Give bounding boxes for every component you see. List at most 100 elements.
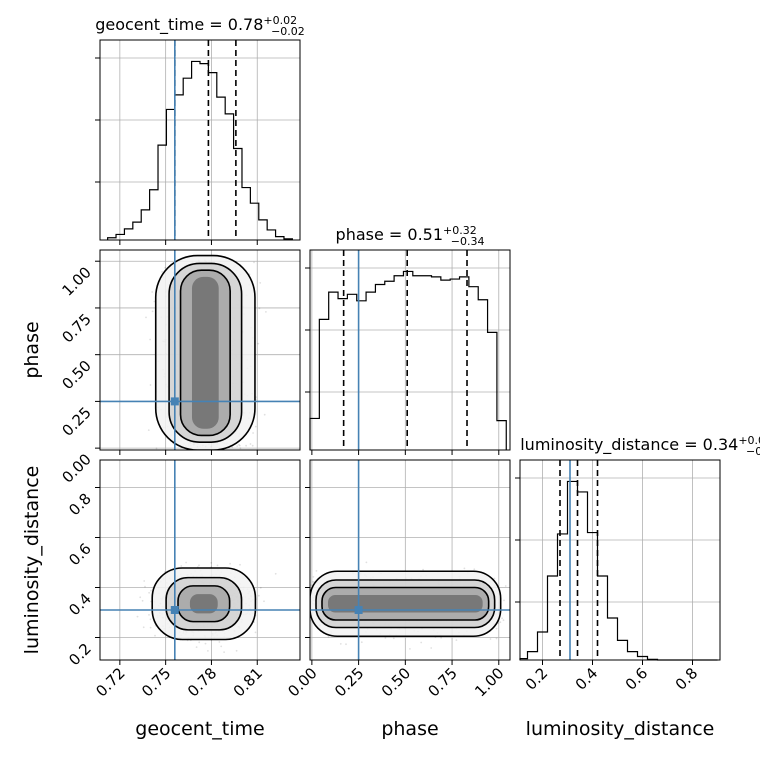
sample-point — [493, 577, 496, 580]
y-tick-label: 0.8 — [65, 490, 95, 520]
sample-point — [365, 561, 368, 564]
sample-point — [312, 581, 314, 583]
histogram-step — [107, 60, 293, 240]
x-tick-label: 0.8 — [672, 664, 702, 694]
sample-point — [236, 445, 239, 447]
sample-point — [161, 271, 163, 273]
y-axis-label-luminosity_distance: luminosity_distance — [21, 466, 43, 655]
sample-point — [489, 638, 492, 640]
sample-point — [501, 617, 503, 620]
y-tick-label: 0.6 — [65, 540, 95, 570]
y-tick-label: 0.4 — [65, 590, 95, 620]
sample-point — [142, 626, 145, 629]
sample-point — [440, 636, 442, 639]
truth-marker — [354, 606, 363, 614]
sample-point — [254, 425, 257, 428]
x-tick-label: 0.75 — [138, 664, 174, 700]
sample-point — [155, 447, 158, 450]
y-tick-label: 0.2 — [65, 640, 95, 670]
sample-point — [198, 564, 200, 567]
sample-point — [220, 645, 223, 648]
x-tick-label: 0.78 — [184, 664, 220, 700]
sample-point — [249, 443, 252, 445]
sample-point — [180, 565, 183, 567]
panel-frame — [99, 459, 301, 661]
sample-point — [308, 588, 310, 590]
x-tick-label: 0.6 — [622, 664, 652, 694]
sample-point — [455, 639, 458, 641]
y-tick-label: 0.75 — [58, 310, 94, 346]
sample-point — [257, 342, 260, 345]
truth-marker — [170, 397, 179, 406]
sample-point — [263, 600, 265, 603]
sample-point — [503, 599, 505, 602]
sample-point — [148, 614, 150, 616]
sample-point — [239, 563, 241, 566]
sample-point — [409, 648, 411, 650]
panel-frame — [309, 249, 511, 451]
sample-point — [258, 307, 261, 310]
x-tick-label: 0.4 — [572, 664, 602, 694]
sample-point — [315, 570, 318, 572]
histogram-panel-phase: phase = 0.51+0.32 −0.34 — [305, 224, 511, 455]
sample-point — [392, 637, 395, 640]
sample-point — [339, 643, 342, 645]
histogram-panel-geocent_time: geocent_time = 0.78+0.02 −0.02 — [95, 14, 305, 245]
sample-point — [154, 634, 156, 637]
sample-point — [223, 651, 225, 653]
sample-point — [327, 635, 330, 638]
joint-panel-phase-luminosity_distance: 0.00 0.25 0.50 0.75 1.00 — [284, 459, 511, 700]
sample-point — [164, 266, 166, 269]
x-tick-label: 0.00 — [284, 664, 320, 700]
density-contour — [189, 594, 218, 614]
sample-point — [360, 641, 363, 644]
sample-point — [253, 261, 255, 264]
sample-point — [149, 384, 152, 386]
sample-point — [257, 594, 260, 597]
joint-plot-area — [100, 460, 300, 660]
x-tick-label: 0.25 — [331, 664, 367, 700]
joint-panel-geocent_time-luminosity_distance: 0.72 0.75 0.78 0.81 0.2 0.4 0.6 0.8 — [65, 459, 301, 700]
y-tick-label: 0.50 — [58, 357, 94, 393]
joint-plot-area — [305, 460, 510, 660]
x-tick-label: 0.75 — [425, 664, 461, 700]
x-axis-label-geocent_time: geocent_time — [135, 718, 264, 740]
sample-point — [238, 444, 241, 447]
x-tick-label: 1.00 — [471, 664, 507, 700]
sample-point — [384, 637, 387, 639]
panel-frame — [519, 459, 721, 661]
y-tick-label: 1.00 — [58, 263, 94, 299]
sample-point — [312, 576, 315, 578]
sample-point — [195, 646, 198, 648]
sample-point — [495, 637, 498, 640]
joint-panel-geocent_time-phase: 0.000.250.500.751.00 — [58, 249, 301, 487]
sample-point — [203, 450, 205, 452]
sample-point — [274, 572, 277, 575]
x-tick-label: 0.72 — [92, 664, 128, 700]
sample-point — [147, 429, 150, 431]
sample-point — [259, 586, 262, 589]
sample-point — [218, 641, 221, 643]
histogram-step — [309, 270, 507, 450]
sample-point — [499, 621, 502, 624]
x-tick-label: 0.81 — [230, 664, 266, 700]
sample-point — [420, 641, 423, 644]
sample-point — [144, 585, 146, 588]
sample-point — [149, 618, 152, 621]
sample-point — [305, 591, 307, 593]
truth-marker — [170, 606, 179, 614]
sample-point — [153, 300, 156, 303]
sample-point — [495, 627, 498, 630]
panel-frame — [99, 39, 301, 241]
sample-point — [204, 642, 207, 645]
sample-point — [141, 599, 144, 602]
sample-point — [238, 443, 240, 446]
sample-point — [422, 568, 424, 571]
sample-point — [151, 291, 154, 293]
sample-point — [203, 451, 205, 453]
sample-point — [207, 650, 209, 652]
sample-point — [251, 444, 254, 447]
panel-title-luminosity_distance: luminosity_distance = 0.34+0.08−0.07 — [520, 434, 760, 458]
